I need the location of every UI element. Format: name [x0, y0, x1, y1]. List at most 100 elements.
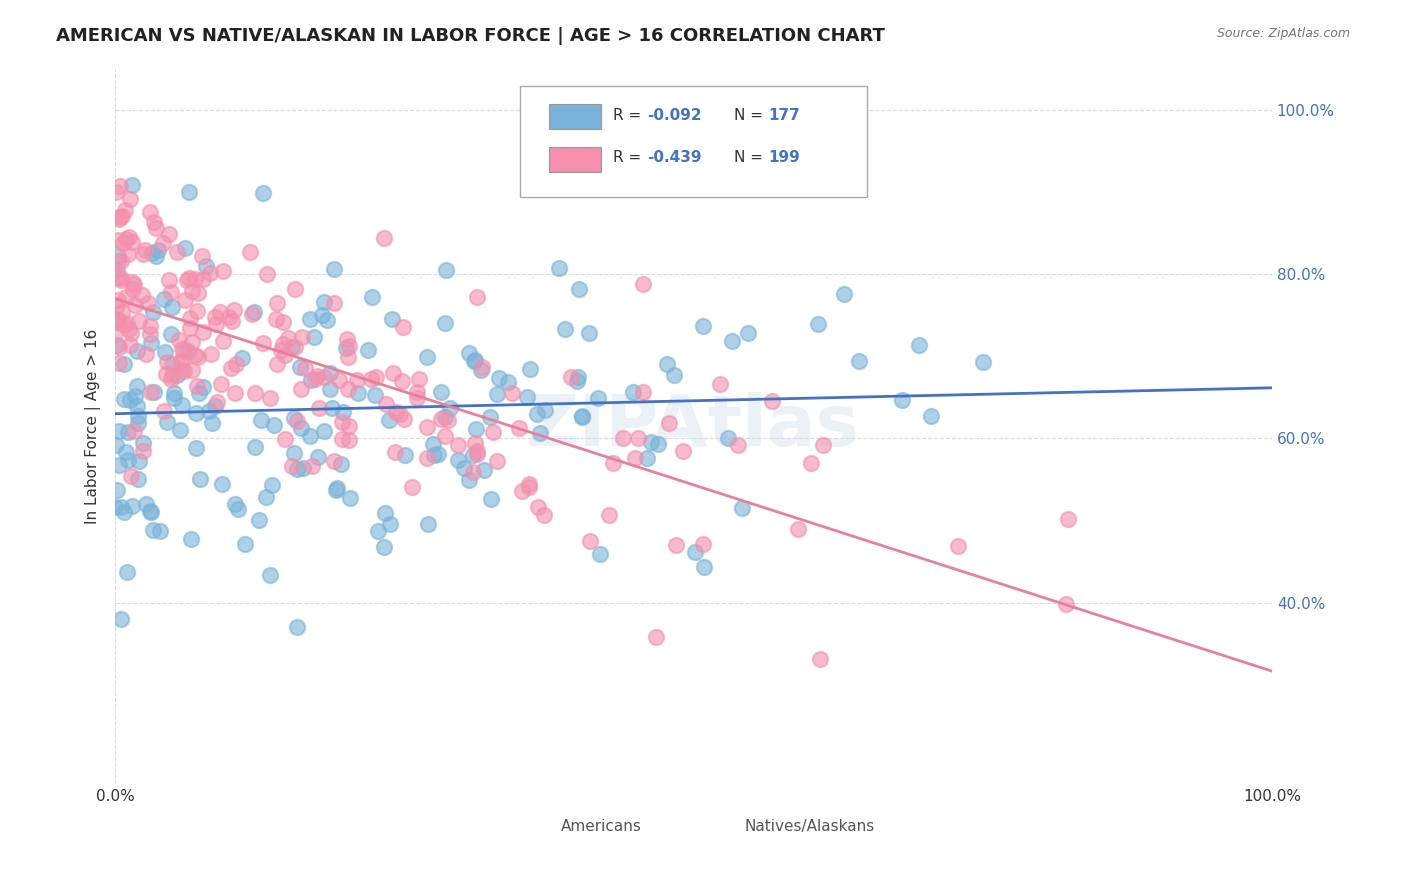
Point: [187, 385, 209, 400]
Point: [233, 537, 256, 551]
Point: [294, 361, 316, 376]
Point: [586, 391, 609, 405]
Point: [118, 322, 141, 336]
Point: [319, 382, 342, 396]
Point: [155, 344, 177, 359]
Point: [127, 472, 149, 486]
FancyBboxPatch shape: [537, 817, 572, 835]
Point: [163, 386, 186, 401]
Point: [125, 343, 148, 358]
Point: [107, 249, 129, 263]
Point: [204, 310, 226, 324]
Point: [108, 356, 131, 370]
Text: N =: N =: [734, 108, 768, 122]
Point: [321, 401, 343, 416]
Point: [891, 393, 914, 408]
Point: [152, 236, 174, 251]
Point: [124, 298, 146, 312]
Point: [160, 300, 183, 314]
Point: [110, 500, 132, 515]
Point: [239, 245, 262, 260]
Point: [224, 497, 246, 511]
Point: [554, 322, 576, 336]
Point: [259, 391, 281, 405]
Point: [264, 312, 287, 326]
Point: [127, 409, 149, 424]
Point: [155, 367, 177, 381]
Point: [332, 405, 354, 419]
Point: [322, 454, 344, 468]
Point: [179, 270, 201, 285]
Point: [222, 303, 245, 318]
Point: [110, 271, 132, 285]
Point: [243, 385, 266, 400]
Point: [170, 353, 193, 368]
Point: [124, 277, 146, 292]
Point: [567, 370, 589, 384]
Point: [110, 209, 132, 223]
Point: [112, 505, 135, 519]
Point: [571, 409, 593, 423]
Point: [373, 540, 395, 554]
Point: [662, 368, 685, 382]
Point: [314, 294, 336, 309]
Point: [761, 394, 783, 409]
Point: [157, 273, 180, 287]
Point: [114, 203, 136, 218]
Point: [141, 245, 163, 260]
Point: [115, 290, 138, 304]
Point: [219, 361, 242, 376]
Point: [568, 282, 591, 296]
Point: [786, 522, 808, 536]
Point: [271, 315, 294, 329]
Point: [647, 437, 669, 451]
Point: [323, 296, 346, 310]
Point: [693, 560, 716, 574]
Point: [179, 311, 201, 326]
Point: [461, 465, 484, 479]
Point: [488, 371, 510, 385]
Point: [173, 364, 195, 378]
Point: [378, 516, 401, 531]
Point: [972, 355, 994, 369]
Point: [458, 345, 481, 359]
Point: [188, 472, 211, 486]
Point: [717, 431, 740, 445]
Point: [211, 476, 233, 491]
Text: N =: N =: [734, 151, 768, 165]
Point: [283, 445, 305, 459]
Point: [191, 325, 214, 339]
Point: [277, 331, 299, 345]
Text: -0.092: -0.092: [647, 108, 702, 122]
Point: [529, 425, 551, 440]
Point: [533, 508, 555, 522]
Point: [672, 443, 695, 458]
Point: [111, 305, 134, 319]
Point: [114, 232, 136, 246]
Point: [378, 412, 401, 426]
Point: [709, 376, 731, 391]
Point: [105, 313, 128, 327]
Point: [526, 407, 548, 421]
Point: [166, 244, 188, 259]
Point: [181, 285, 204, 299]
Point: [281, 340, 304, 354]
Point: [104, 438, 127, 452]
Point: [1054, 597, 1077, 611]
Point: [263, 417, 285, 432]
Point: [281, 458, 304, 473]
Point: [374, 506, 396, 520]
Point: [314, 369, 336, 384]
Point: [209, 376, 232, 391]
Point: [579, 534, 602, 549]
Point: [191, 272, 214, 286]
Point: [284, 340, 307, 354]
Point: [118, 337, 141, 351]
Point: [160, 372, 183, 386]
Point: [187, 350, 209, 364]
Point: [436, 413, 458, 427]
Point: [107, 312, 129, 326]
Point: [381, 312, 404, 326]
Point: [623, 450, 645, 465]
Point: [170, 354, 193, 368]
